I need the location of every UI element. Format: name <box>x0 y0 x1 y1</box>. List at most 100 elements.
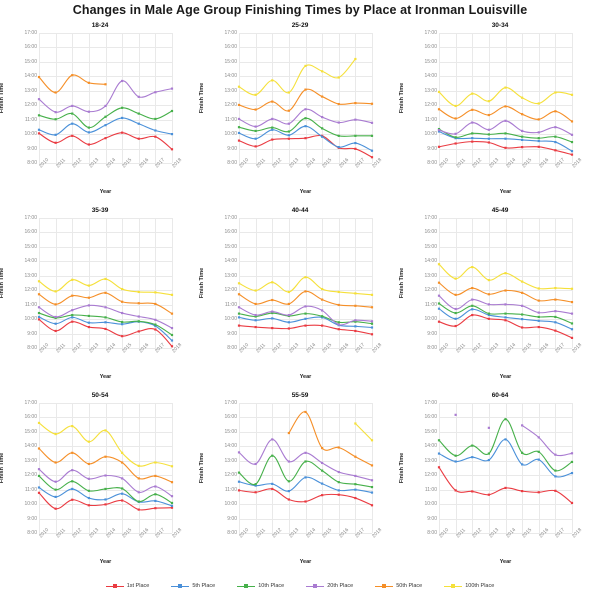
legend-item-20th-place[interactable]: 20th Place <box>306 583 353 590</box>
x-axis-ticks: 2010 2011 2012 2013 2014 2015 2016 2017 2018 <box>238 342 383 376</box>
y-tick-label: 13:00 <box>24 272 37 279</box>
legend-label: 50th Place <box>396 583 423 589</box>
series-20th-place <box>454 413 574 457</box>
series-50th-place <box>237 290 374 309</box>
y-tick-label: 8:00 <box>27 530 37 536</box>
series-20th-place <box>437 294 574 315</box>
y-tick-label: 8:00 <box>227 530 237 536</box>
x-axis-label: Year <box>299 559 312 565</box>
legend-label: 5th Place <box>192 583 216 589</box>
series-5th-place <box>437 438 574 478</box>
y-tick-label: 16:00 <box>24 229 37 236</box>
y-tick-label: 14:00 <box>224 258 237 265</box>
x-axis-label: Year <box>99 559 112 565</box>
subplot-title: 18-24 <box>91 22 109 29</box>
y-tick-label: 14:00 <box>24 443 37 450</box>
series-1st-place <box>437 140 574 156</box>
y-tick-label: 13:00 <box>224 457 237 464</box>
series-layer <box>237 410 374 507</box>
y-axis-ticks: 8:00 9:00 10:00 11:00 12:00 13:00 14:00 15:00 16… <box>0 30 37 166</box>
series-20th-place <box>37 468 174 498</box>
series-100th-place <box>37 277 174 296</box>
y-tick-label: 11:00 <box>24 301 37 308</box>
subplot-title: 35-39 <box>91 207 109 214</box>
y-axis-ticks: 8:00 9:00 10:00 11:00 12:00 13:00 14:00 15:00 16… <box>200 215 237 351</box>
subplot-grid: 18-24 Finish Time 8:00 9:00 10:00 11:00 12:00 1… <box>0 20 600 575</box>
y-tick-label: 14:00 <box>24 258 37 265</box>
series-1st-place <box>37 318 174 348</box>
y-tick-label: 14:00 <box>24 73 37 80</box>
series-20th-place <box>437 119 574 136</box>
y-tick-label: 16:00 <box>24 414 37 421</box>
subplot-55-59: 55-59 Finish Time 8:00 9:00 10:00 11:00 12:00 1… <box>199 390 400 575</box>
subplot-35-39: 35-39 Finish Time 8:00 9:00 10:00 11:00 12:00 1… <box>0 205 200 390</box>
legend-label: 10th Place <box>258 583 285 589</box>
series-50th-place <box>37 291 174 315</box>
plot-area <box>237 218 374 349</box>
series-layer <box>437 263 574 339</box>
subplot-60-64: 60-64 Finish Time 8:00 9:00 10:00 11:00 12:00 1… <box>399 390 600 575</box>
y-tick-label: 11:00 <box>24 486 37 493</box>
y-tick-label: 15:00 <box>424 243 437 250</box>
y-tick-label: 10:00 <box>24 131 37 138</box>
y-tick-label: 16:00 <box>424 44 437 51</box>
x-axis-label: Year <box>99 374 112 380</box>
chart-legend: 1st Place 5th Place 10th Place 20th Place 50… <box>0 578 600 594</box>
subplot-title: 40-44 <box>291 207 309 214</box>
legend-item-100th-place[interactable]: 100th Place <box>444 583 494 590</box>
y-axis-ticks: 8:00 9:00 10:00 11:00 12:00 13:00 14:00 15:00 16… <box>400 400 437 536</box>
series-1st-place <box>237 324 374 336</box>
y-tick-label: 9:00 <box>27 145 37 152</box>
series-10th-place <box>237 117 374 137</box>
y-tick-label: 13:00 <box>224 272 237 279</box>
y-axis-ticks: 8:00 9:00 10:00 11:00 12:00 13:00 14:00 15:00 16… <box>0 400 37 536</box>
series-50th-place <box>37 447 174 484</box>
subplot-title: 45-49 <box>491 207 509 214</box>
subplot-50-54: 50-54 Finish Time 8:00 9:00 10:00 11:00 12:00 1… <box>0 390 200 575</box>
series-100th-place <box>437 86 574 108</box>
page-title: Changes in Male Age Group Finishing Time… <box>72 3 528 17</box>
y-tick-label: 16:00 <box>424 229 437 236</box>
y-tick-label: 15:00 <box>24 428 37 435</box>
y-tick-label: 10:00 <box>24 316 37 323</box>
legend-item-1st-place[interactable]: 1st Place <box>105 583 149 590</box>
y-tick-label: 13:00 <box>224 87 237 94</box>
y-tick-label: 15:00 <box>224 58 237 65</box>
y-tick-label: 10:00 <box>24 501 37 508</box>
y-tick-label: 14:00 <box>424 443 437 450</box>
x-axis-label: Year <box>499 374 512 380</box>
series-100th-place <box>37 421 174 468</box>
y-tick-label: 10:00 <box>224 316 237 323</box>
legend-item-10th-place[interactable]: 10th Place <box>237 583 284 590</box>
y-tick-label: 15:00 <box>24 58 37 65</box>
subplot-30-34: 30-34 Finish Time 8:00 9:00 10:00 11:00 12:00 1… <box>399 20 600 205</box>
series-50th-place <box>287 410 374 467</box>
y-tick-label: 16:00 <box>224 229 237 236</box>
y-tick-label: 9:00 <box>427 145 437 152</box>
legend-swatch-icon <box>105 583 124 590</box>
y-axis-ticks: 8:00 9:00 10:00 11:00 12:00 13:00 14:00 15:00 16… <box>0 215 37 351</box>
y-tick-label: 13:00 <box>424 457 437 464</box>
series-20th-place <box>237 108 374 128</box>
plot-area <box>437 218 574 349</box>
series-100th-place <box>237 276 374 296</box>
legend-swatch-icon <box>171 583 190 590</box>
subplot-title: 60-64 <box>491 392 509 399</box>
y-axis-ticks: 8:00 9:00 10:00 11:00 12:00 13:00 14:00 15:00 16… <box>400 30 437 166</box>
y-tick-label: 9:00 <box>227 145 237 152</box>
plot-area <box>37 33 174 164</box>
legend-item-5th-place[interactable]: 5th Place <box>171 583 215 590</box>
y-tick-label: 16:00 <box>224 414 237 421</box>
y-tick-label: 9:00 <box>227 330 237 337</box>
plot-area <box>237 33 374 164</box>
series-100th-place <box>237 57 357 96</box>
series-20th-place <box>37 79 174 114</box>
x-axis-ticks: 2010 2011 2012 2013 2014 2015 2016 2017 2018 <box>38 527 183 561</box>
y-tick-label: 8:00 <box>427 345 437 351</box>
y-tick-label: 16:00 <box>424 414 437 421</box>
y-tick-label: 8:00 <box>227 160 237 166</box>
x-axis-ticks: 2010 2011 2012 2013 2014 2015 2016 2017 2018 <box>238 157 383 191</box>
gridlines <box>239 403 373 534</box>
y-axis-ticks: 8:00 9:00 10:00 11:00 12:00 13:00 14:00 15:00 16… <box>200 400 237 536</box>
legend-item-50th-place[interactable]: 50th Place <box>375 583 422 590</box>
